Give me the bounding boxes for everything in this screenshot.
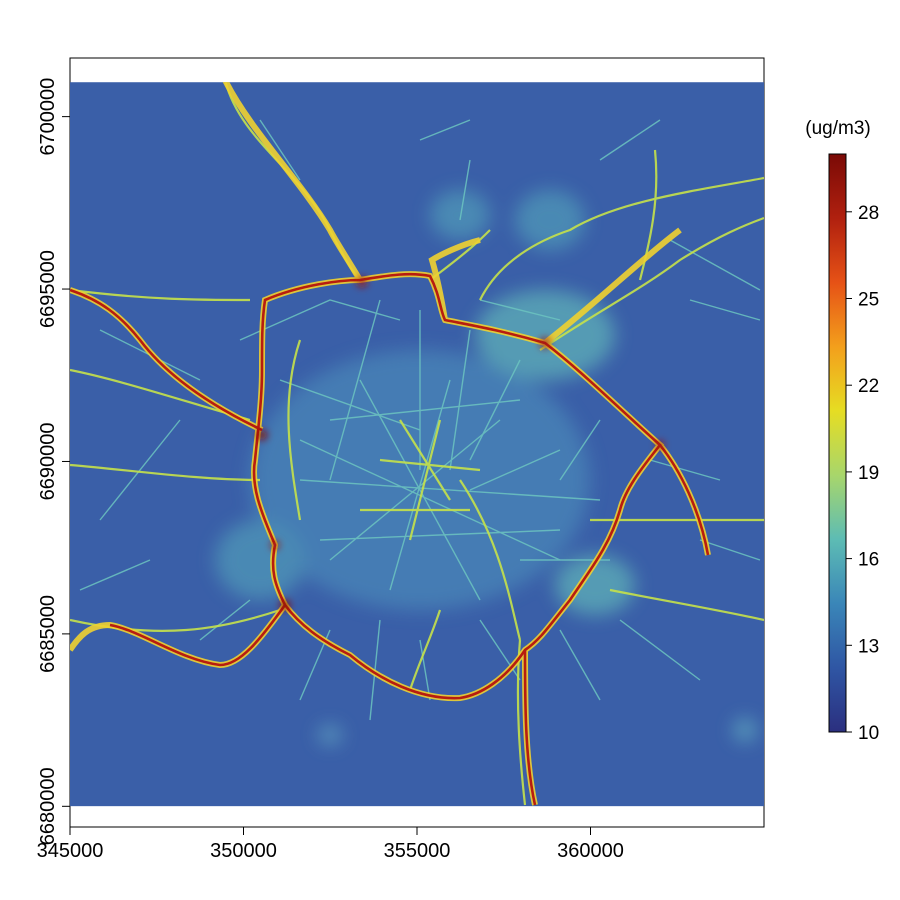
legend-tick-label: 22: [858, 376, 879, 397]
y-tick-label: 6685000: [37, 595, 59, 673]
x-tick-label: 345000: [37, 840, 104, 862]
urban-halo: [215, 190, 757, 745]
x-axis: 345000 350000 355000 360000: [37, 827, 624, 862]
minor-roads: [79, 119, 761, 721]
x-tick-label: 355000: [384, 840, 451, 862]
color-legend: (ug/m3) 10 13 16 19 22 25 28: [805, 118, 879, 744]
y-tick-label: 6680000: [37, 767, 59, 845]
concentration-raster: [70, 82, 764, 807]
y-tick-label: 6700000: [37, 78, 59, 156]
x-tick-label: 360000: [557, 840, 624, 862]
legend-tick-label: 16: [858, 550, 879, 571]
legend-tick-label: 28: [858, 203, 879, 224]
y-tick-label: 6695000: [37, 250, 59, 328]
legend-colorbar: [828, 153, 847, 733]
motorways: [70, 82, 711, 806]
legend-tick-label: 10: [858, 723, 879, 744]
legend-title: (ug/m3): [805, 118, 870, 139]
legend-tick-label: 13: [858, 636, 879, 657]
y-axis: 6680000 6685000 6690000 6695000 6700000: [37, 78, 70, 845]
hotspots: [257, 277, 664, 610]
secondary-roads: [70, 82, 764, 806]
legend-tick-label: 19: [858, 463, 879, 484]
y-tick-label: 6690000: [37, 423, 59, 501]
legend-ticks: 10 13 16 19 22 25 28: [846, 203, 879, 744]
x-tick-label: 350000: [210, 840, 277, 862]
legend-tick-label: 25: [858, 290, 879, 311]
